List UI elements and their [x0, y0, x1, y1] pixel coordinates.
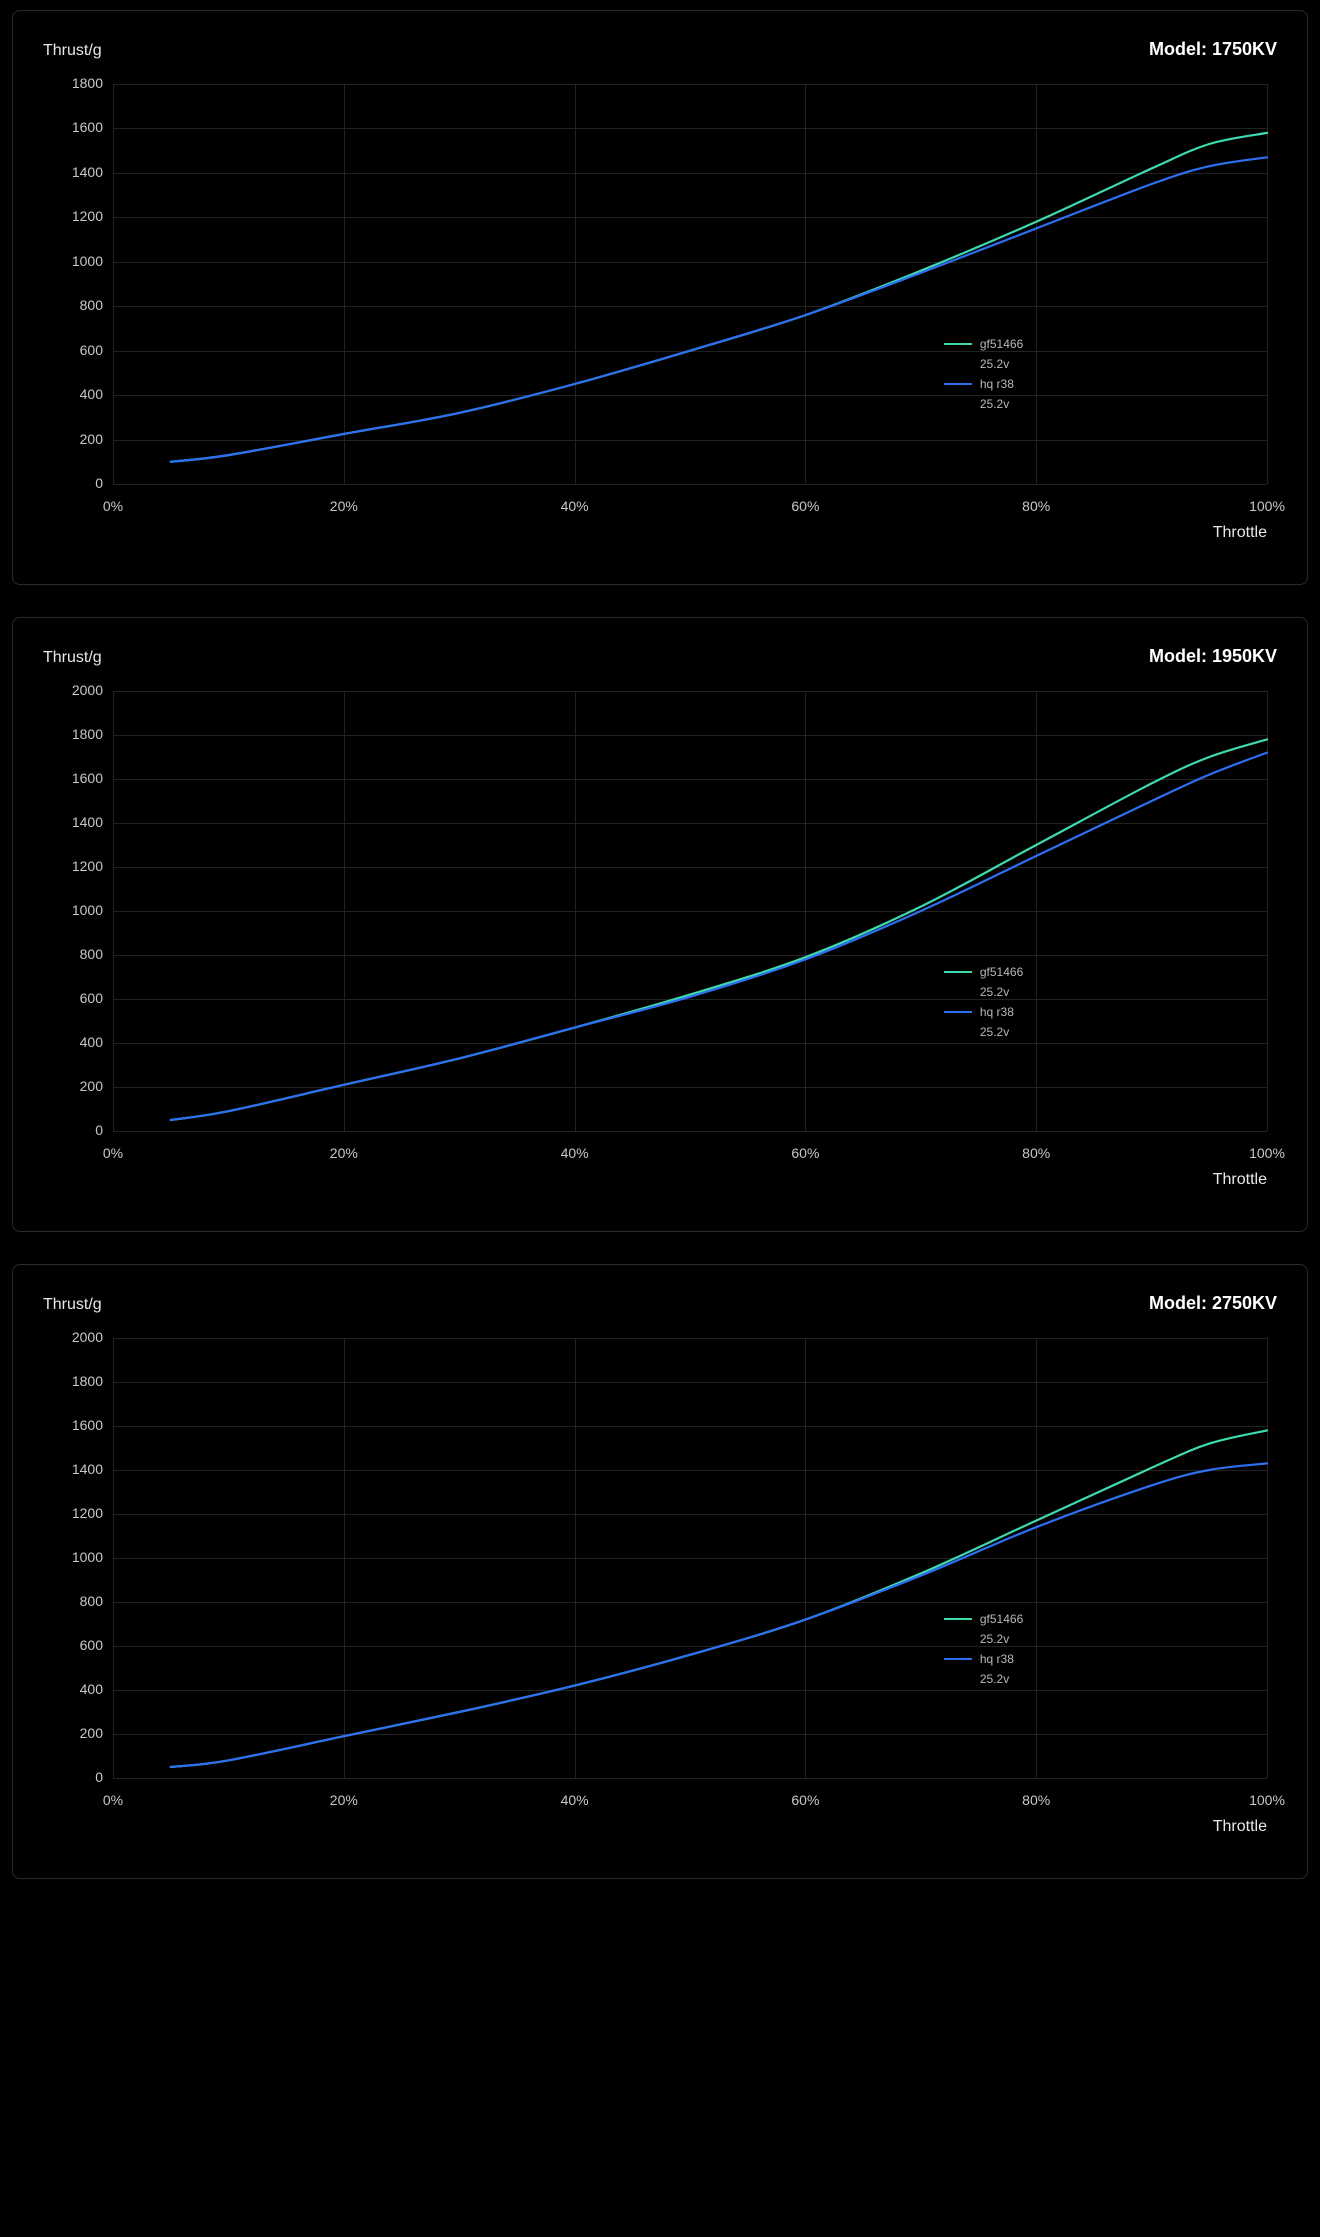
legend: gf51466 25.2v hq r38 25.2v [944, 1611, 1023, 1691]
legend-series-name: hq r38 [980, 1005, 1014, 1019]
series-line [171, 1463, 1267, 1767]
chart-panel: Thrust/g Model: 1750KV 0200400600800100012… [12, 10, 1308, 585]
chart-area: 0200400600800100012001400160018000%20%40… [43, 64, 1277, 554]
panel-header: Thrust/g Model: 2750KV [43, 1293, 1277, 1314]
legend: gf51466 25.2v hq r38 25.2v [944, 964, 1023, 1044]
legend-spacer [944, 1638, 972, 1640]
model-label: Model: 1950KV [1149, 646, 1277, 667]
legend-item: hq r38 [944, 1004, 1023, 1020]
series-line [171, 133, 1267, 462]
legend-item: gf51466 [944, 336, 1023, 352]
legend-item-sub: 25.2v [944, 984, 1023, 1000]
legend-swatch [944, 1618, 972, 1620]
chart-panel: Thrust/g Model: 1950KV 0200400600800100012… [12, 617, 1308, 1232]
legend-series-sub: 25.2v [980, 397, 1009, 411]
legend-series-name: gf51466 [980, 965, 1023, 979]
legend-item-sub: 25.2v [944, 396, 1023, 412]
y-axis-title: Thrust/g [43, 649, 102, 667]
legend-spacer [944, 1678, 972, 1680]
legend-series-sub: 25.2v [980, 1672, 1009, 1686]
legend-item: hq r38 [944, 1651, 1023, 1667]
curves-svg [43, 671, 1277, 1201]
legend-item-sub: 25.2v [944, 1631, 1023, 1647]
series-line [171, 753, 1267, 1120]
page-root: Thrust/g Model: 1750KV 0200400600800100012… [0, 0, 1320, 1931]
legend-series-name: gf51466 [980, 1612, 1023, 1626]
series-line [171, 739, 1267, 1120]
panel-header: Thrust/g Model: 1950KV [43, 646, 1277, 667]
legend-series-sub: 25.2v [980, 985, 1009, 999]
legend-item-sub: 25.2v [944, 1024, 1023, 1040]
legend-item-sub: 25.2v [944, 1671, 1023, 1687]
legend-series-name: gf51466 [980, 337, 1023, 351]
legend-item: gf51466 [944, 1611, 1023, 1627]
legend-item: hq r38 [944, 376, 1023, 392]
legend-swatch [944, 1658, 972, 1660]
legend-spacer [944, 363, 972, 365]
legend-series-name: hq r38 [980, 377, 1014, 391]
legend-item: gf51466 [944, 964, 1023, 980]
chart-area: 02004006008001000120014001600180020000%2… [43, 1318, 1277, 1848]
legend-item-sub: 25.2v [944, 356, 1023, 372]
curves-svg [43, 1318, 1277, 1848]
legend-swatch [944, 971, 972, 973]
legend-series-sub: 25.2v [980, 1025, 1009, 1039]
model-label: Model: 1750KV [1149, 39, 1277, 60]
chart-area: 02004006008001000120014001600180020000%2… [43, 671, 1277, 1201]
y-axis-title: Thrust/g [43, 42, 102, 60]
legend-series-sub: 25.2v [980, 357, 1009, 371]
legend-spacer [944, 1031, 972, 1033]
series-line [171, 157, 1267, 461]
legend: gf51466 25.2v hq r38 25.2v [944, 336, 1023, 416]
y-axis-title: Thrust/g [43, 1296, 102, 1314]
curves-svg [43, 64, 1277, 554]
panel-header: Thrust/g Model: 1750KV [43, 39, 1277, 60]
legend-series-name: hq r38 [980, 1652, 1014, 1666]
legend-swatch [944, 1011, 972, 1013]
model-label: Model: 2750KV [1149, 1293, 1277, 1314]
legend-swatch [944, 383, 972, 385]
legend-series-sub: 25.2v [980, 1632, 1009, 1646]
chart-panel: Thrust/g Model: 2750KV 0200400600800100012… [12, 1264, 1308, 1879]
series-line [171, 1430, 1267, 1767]
legend-swatch [944, 343, 972, 345]
legend-spacer [944, 991, 972, 993]
legend-spacer [944, 403, 972, 405]
